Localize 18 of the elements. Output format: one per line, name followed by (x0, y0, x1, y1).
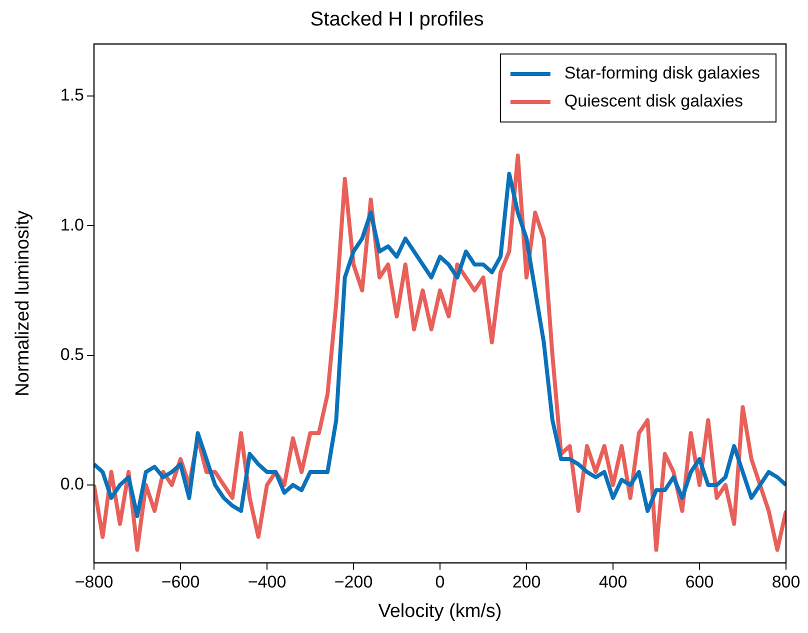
x-tick-label: −800 (74, 572, 114, 592)
x-tick-label: 400 (598, 572, 628, 592)
y-tick-label: 0.5 (60, 344, 84, 364)
legend-label: Star-forming disk galaxies (564, 64, 760, 83)
y-tick-label: 1.0 (60, 215, 84, 234)
x-tick-label: 200 (512, 572, 541, 592)
y-tick-label: 0.0 (60, 474, 84, 494)
legend-label: Quiescent disk galaxies (564, 92, 744, 111)
y-tick-label: 1.5 (60, 86, 84, 105)
x-tick-label: −200 (334, 572, 373, 592)
x-tick-label: 600 (685, 572, 714, 592)
x-tick-label: −600 (161, 572, 200, 592)
x-tick-label: 0 (435, 572, 445, 592)
chart-title: Stacked H I profiles (310, 8, 484, 31)
x-tick-label: −400 (248, 572, 286, 592)
x-axis-title: Velocity (km/s) (378, 600, 502, 622)
y-axis-title: Normalized luminosity (12, 210, 34, 396)
x-tick-label: 800 (772, 572, 800, 592)
